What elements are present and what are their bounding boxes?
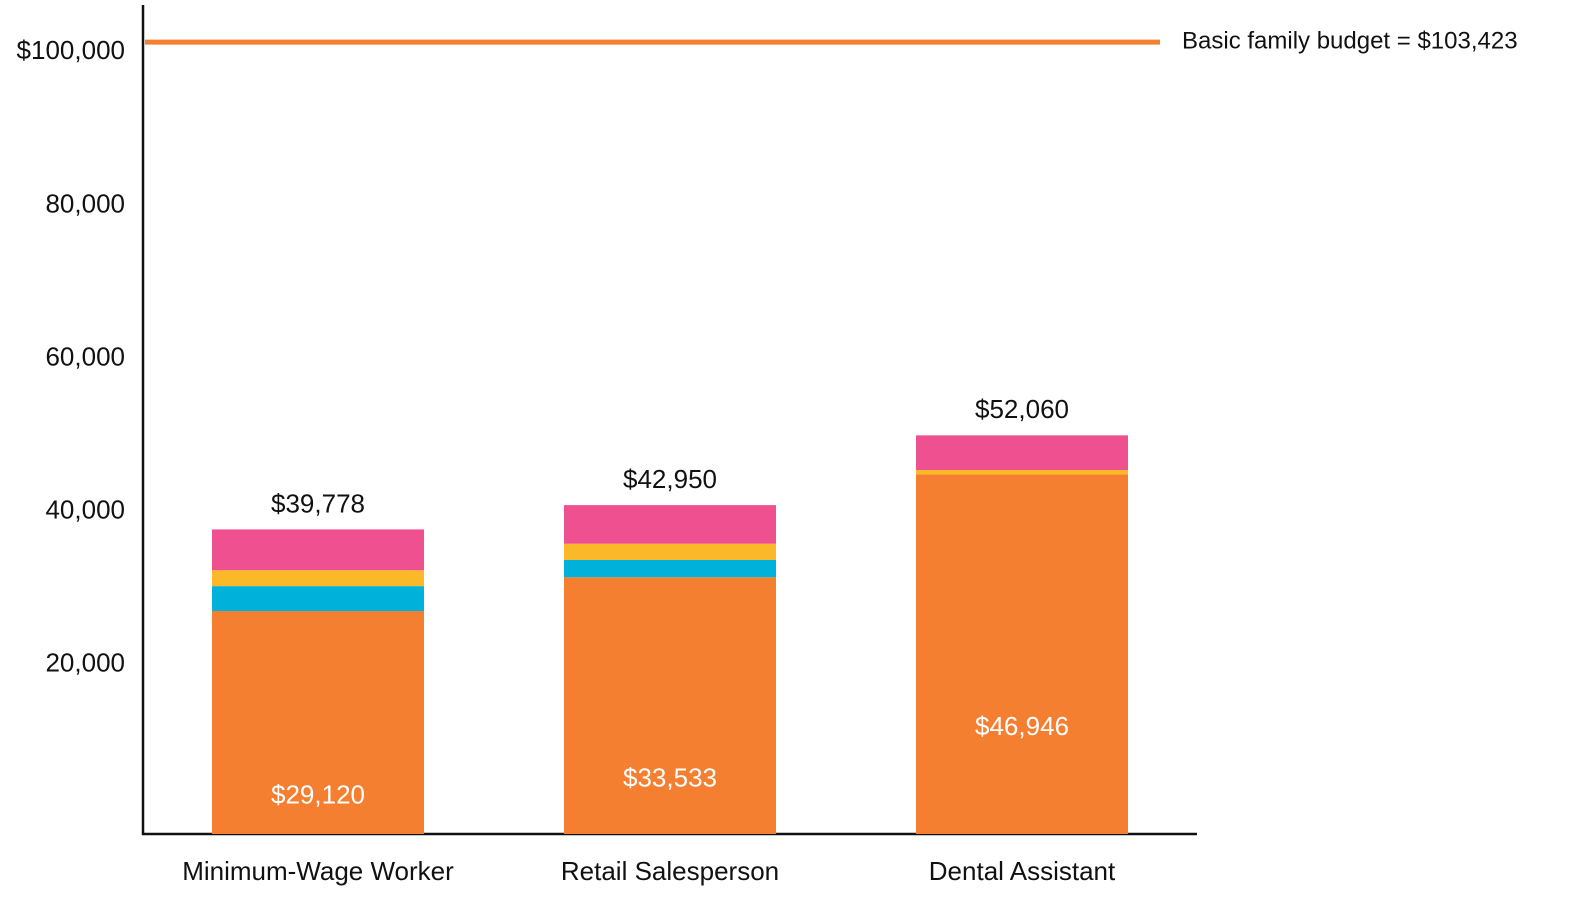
y-tick-label: 20,000 <box>45 648 125 678</box>
bar-segment <box>916 470 1128 475</box>
value-label: $46,946 <box>975 711 1069 741</box>
y-tick-label: $100,000 <box>17 35 125 65</box>
bar-segment <box>212 586 424 612</box>
y-tick-label: 60,000 <box>45 341 125 371</box>
reference-label: Basic family budget = $103,423 <box>1182 27 1518 54</box>
y-tick-label: 40,000 <box>45 495 125 525</box>
value-label: $33,533 <box>623 762 717 792</box>
x-tick-label: Retail Salesperson <box>561 856 779 886</box>
bar-segment <box>916 435 1128 471</box>
bar-segment <box>916 474 1128 834</box>
bar-segment <box>564 577 776 834</box>
total-label: $42,950 <box>623 464 717 494</box>
value-label: $29,120 <box>271 779 365 809</box>
y-tick-label: 80,000 <box>45 188 125 218</box>
bar-segment <box>212 611 424 834</box>
total-label: $39,778 <box>271 488 365 518</box>
bar-segment <box>564 543 776 560</box>
bar-segment <box>212 570 424 587</box>
bar-segment <box>564 505 776 544</box>
x-tick-label: Minimum-Wage Worker <box>182 856 454 886</box>
x-tick-label: Dental Assistant <box>929 856 1116 886</box>
bar-segment <box>212 529 424 571</box>
total-label: $52,060 <box>975 394 1069 424</box>
bar-segment <box>564 559 776 578</box>
